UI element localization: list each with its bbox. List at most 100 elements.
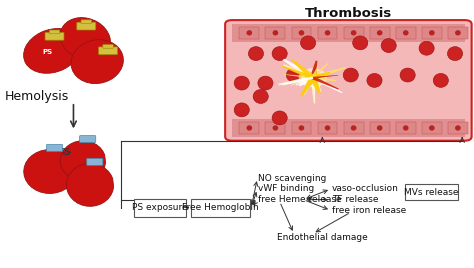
Ellipse shape xyxy=(343,68,358,82)
Polygon shape xyxy=(279,77,313,85)
Text: MVs release: MVs release xyxy=(404,188,459,197)
FancyBboxPatch shape xyxy=(405,184,458,200)
Text: TF release: TF release xyxy=(332,195,378,204)
Bar xyxy=(292,122,311,134)
Ellipse shape xyxy=(400,68,415,82)
Bar xyxy=(448,122,468,134)
FancyBboxPatch shape xyxy=(46,144,63,151)
Text: PS: PS xyxy=(42,49,53,55)
Polygon shape xyxy=(282,76,314,85)
Ellipse shape xyxy=(403,30,409,36)
Polygon shape xyxy=(311,67,346,80)
Polygon shape xyxy=(310,61,318,78)
Polygon shape xyxy=(278,76,314,85)
Polygon shape xyxy=(311,72,331,80)
Polygon shape xyxy=(299,76,315,86)
Ellipse shape xyxy=(258,76,273,90)
Text: Thrombosis: Thrombosis xyxy=(305,7,392,20)
Ellipse shape xyxy=(455,125,461,131)
Bar xyxy=(370,122,390,134)
Bar xyxy=(265,122,285,134)
Polygon shape xyxy=(311,63,328,79)
FancyBboxPatch shape xyxy=(103,44,113,48)
Text: Free Hemoglobin: Free Hemoglobin xyxy=(182,203,259,212)
Polygon shape xyxy=(283,59,316,80)
Bar xyxy=(232,24,465,42)
Ellipse shape xyxy=(299,68,327,87)
FancyBboxPatch shape xyxy=(81,20,91,24)
Polygon shape xyxy=(24,150,76,193)
Ellipse shape xyxy=(403,125,409,131)
Ellipse shape xyxy=(377,125,383,131)
Bar xyxy=(292,27,311,39)
Ellipse shape xyxy=(272,47,287,61)
Ellipse shape xyxy=(234,103,249,117)
Ellipse shape xyxy=(71,40,123,84)
Ellipse shape xyxy=(351,125,356,131)
FancyBboxPatch shape xyxy=(49,30,60,34)
Polygon shape xyxy=(300,77,314,97)
Polygon shape xyxy=(311,76,343,93)
Ellipse shape xyxy=(246,125,252,131)
Ellipse shape xyxy=(381,39,396,53)
Polygon shape xyxy=(310,68,317,78)
Ellipse shape xyxy=(419,41,434,55)
FancyBboxPatch shape xyxy=(45,32,64,40)
Polygon shape xyxy=(311,66,319,78)
Text: Endothelial damage: Endothelial damage xyxy=(277,233,368,242)
Ellipse shape xyxy=(429,125,435,131)
Bar xyxy=(265,27,285,39)
Ellipse shape xyxy=(433,73,448,87)
Text: free iron release: free iron release xyxy=(332,206,406,215)
Text: PS: PS xyxy=(62,148,71,157)
Polygon shape xyxy=(60,141,106,181)
Ellipse shape xyxy=(273,125,278,131)
Ellipse shape xyxy=(325,30,330,36)
Bar xyxy=(448,27,468,39)
Ellipse shape xyxy=(299,30,304,36)
Text: NO scavenging: NO scavenging xyxy=(258,174,327,183)
FancyBboxPatch shape xyxy=(77,22,96,30)
Polygon shape xyxy=(66,163,114,206)
Text: vaso-occlusion: vaso-occlusion xyxy=(332,184,399,193)
Ellipse shape xyxy=(455,30,461,36)
Polygon shape xyxy=(295,77,314,85)
Ellipse shape xyxy=(447,47,463,61)
Polygon shape xyxy=(312,76,336,81)
Polygon shape xyxy=(310,78,315,103)
Bar xyxy=(232,119,465,137)
Text: Hemolysis: Hemolysis xyxy=(5,90,69,103)
FancyBboxPatch shape xyxy=(87,158,103,165)
Ellipse shape xyxy=(429,30,435,36)
Polygon shape xyxy=(313,75,338,79)
Bar xyxy=(396,122,416,134)
Polygon shape xyxy=(311,78,315,89)
Ellipse shape xyxy=(325,125,330,131)
Bar xyxy=(318,122,337,134)
Ellipse shape xyxy=(301,36,316,50)
Bar xyxy=(370,27,390,39)
Ellipse shape xyxy=(60,18,110,60)
Ellipse shape xyxy=(367,73,382,87)
Ellipse shape xyxy=(24,29,81,73)
Polygon shape xyxy=(309,77,321,93)
Polygon shape xyxy=(309,77,321,92)
Bar xyxy=(239,27,259,39)
Bar xyxy=(422,122,442,134)
Ellipse shape xyxy=(286,68,301,82)
Text: PS exposure: PS exposure xyxy=(132,203,188,212)
FancyBboxPatch shape xyxy=(225,20,472,141)
Ellipse shape xyxy=(353,36,368,50)
Polygon shape xyxy=(281,65,314,79)
Ellipse shape xyxy=(377,30,383,36)
Ellipse shape xyxy=(273,30,278,36)
Polygon shape xyxy=(284,74,313,79)
FancyBboxPatch shape xyxy=(99,47,118,55)
Text: vWF binding: vWF binding xyxy=(258,184,315,193)
Bar xyxy=(396,27,416,39)
Polygon shape xyxy=(304,77,315,95)
Ellipse shape xyxy=(351,30,356,36)
FancyBboxPatch shape xyxy=(80,136,96,143)
FancyBboxPatch shape xyxy=(134,199,186,217)
Bar xyxy=(344,27,364,39)
